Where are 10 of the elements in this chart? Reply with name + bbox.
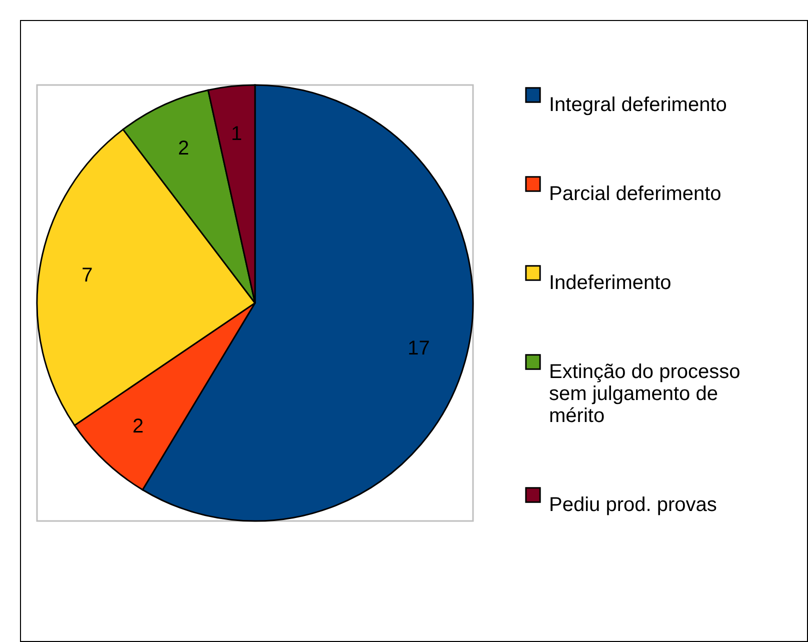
legend-label: Pediu prod. provas — [549, 494, 717, 516]
legend-label: Integral deferimento — [549, 94, 727, 116]
legend-label: Extinção do processo sem julgamento de mérito — [549, 361, 740, 427]
data-label: 2 — [178, 138, 190, 160]
legend-label: Indeferimento — [549, 272, 672, 294]
data-label: 1 — [231, 122, 242, 145]
data-label: 2 — [132, 415, 144, 438]
data-label: 7 — [82, 264, 93, 286]
data-label: 17 — [408, 337, 430, 360]
legend-label: Parcial deferimento — [549, 183, 722, 205]
